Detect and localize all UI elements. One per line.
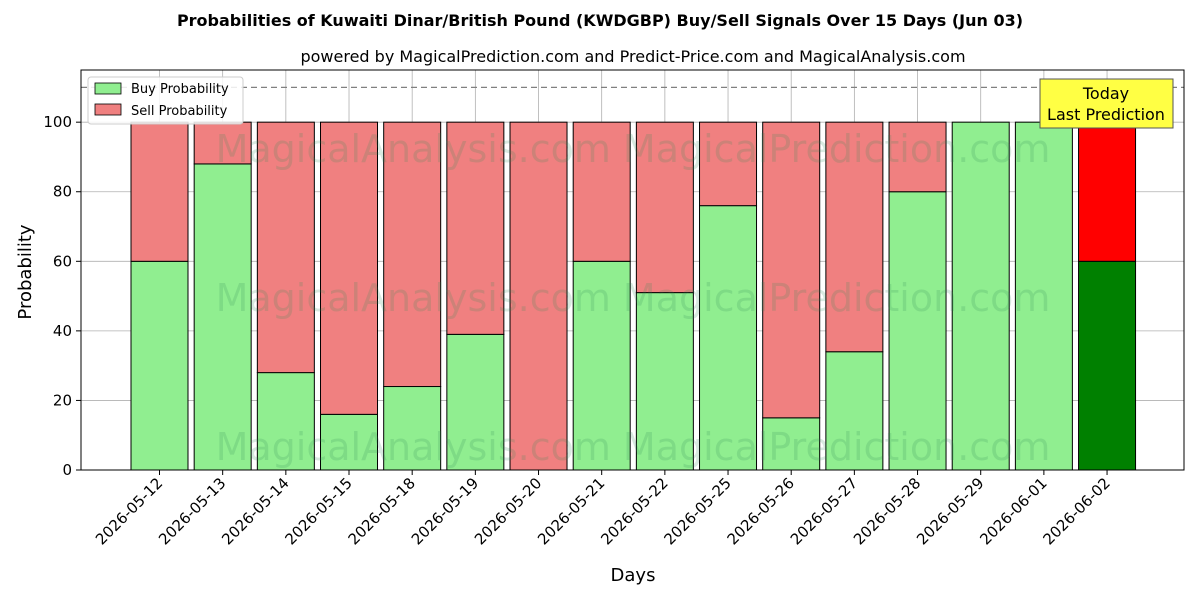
bar-sell (762, 121, 821, 419)
bar-buy (699, 205, 758, 471)
x-axis: 2026-05-122026-05-132026-05-142026-05-15… (92, 470, 1114, 548)
x-tick-label: 2026-05-20 (471, 474, 545, 548)
bar-buy (572, 260, 631, 471)
legend-swatch-sell (94, 103, 122, 116)
chart-subtitle: powered by MagicalPrediction.com and Pre… (300, 47, 965, 66)
watermark-text: MagicalAnalysis.com MagicalPrediction.co… (216, 276, 1051, 320)
x-tick-label: 2026-05-25 (660, 474, 734, 548)
watermark-text: MagicalAnalysis.com MagicalPrediction.co… (216, 425, 1051, 469)
bar-sell (509, 121, 568, 471)
bar-buy (383, 386, 442, 471)
chart-title: Probabilities of Kuwaiti Dinar/British P… (177, 11, 1023, 30)
bar-buy (446, 333, 505, 471)
bar-buy (825, 351, 884, 471)
bar-buy (193, 163, 252, 471)
y-tick-label: 20 (53, 391, 72, 409)
legend-label-sell: Sell Probability (131, 104, 228, 119)
y-axis-label: Probability (15, 224, 36, 319)
watermark-text: MagicalAnalysis.com MagicalPrediction.co… (216, 127, 1051, 171)
y-tick-label: 100 (43, 113, 72, 131)
annotation-line1: Today (1082, 84, 1129, 103)
annotation-box (1039, 78, 1174, 129)
bar-sell (446, 121, 505, 335)
bar-buy (256, 372, 315, 471)
x-tick-label: 2026-05-21 (534, 474, 608, 548)
bar-sell (699, 121, 758, 207)
x-tick-label: 2026-05-27 (787, 474, 861, 548)
bar-sell (635, 121, 694, 294)
x-tick-label: 2026-05-22 (597, 474, 671, 548)
x-axis-label: Days (611, 565, 656, 586)
bar-sell (256, 121, 315, 374)
x-tick-label: 2026-05-13 (155, 474, 229, 548)
x-tick-label: 2026-05-15 (281, 474, 355, 548)
x-tick-label: 2026-05-18 (345, 474, 419, 548)
bar-sell (383, 121, 442, 388)
bar-sell (888, 121, 947, 193)
x-tick-label: 2026-05-19 (408, 474, 482, 548)
legend: Buy Probability Sell Probability (87, 76, 244, 125)
y-tick-label: 60 (53, 252, 72, 270)
bar-buy (130, 260, 189, 471)
x-tick-label: 2026-05-29 (913, 474, 987, 548)
x-tick-label: 2026-05-28 (850, 474, 924, 548)
watermark: MagicalAnalysis.com MagicalPrediction.co… (216, 127, 1051, 469)
bar-buy (888, 191, 947, 471)
x-tick-label: 2026-05-12 (92, 474, 166, 548)
x-tick-label: 2026-05-26 (724, 474, 798, 548)
y-axis: 0 20 40 60 80 100 (43, 113, 81, 479)
x-tick-label: 2026-06-02 (1039, 474, 1113, 548)
bar-buy (951, 121, 1010, 471)
x-tick-label: 2026-06-01 (976, 474, 1050, 548)
bars (130, 121, 1137, 471)
bar-sell (1078, 121, 1137, 262)
y-tick-label: 0 (62, 461, 72, 479)
today-annotation: Today Last Prediction (1039, 78, 1174, 129)
bar-sell (130, 121, 189, 262)
legend-frame (87, 76, 244, 125)
bar-sell (825, 121, 884, 353)
bar-sell (572, 121, 631, 262)
y-tick-label: 40 (53, 322, 72, 340)
annotation-line2: Last Prediction (1047, 105, 1165, 124)
legend-swatch-buy (94, 82, 122, 95)
bar-sell (320, 121, 379, 415)
y-tick-label: 80 (53, 183, 72, 201)
plot-frame (80, 69, 1185, 471)
x-tick-label: 2026-05-14 (218, 474, 292, 548)
bar-buy (1078, 260, 1137, 471)
legend-label-buy: Buy Probability (131, 82, 229, 97)
bar-buy (635, 292, 694, 471)
